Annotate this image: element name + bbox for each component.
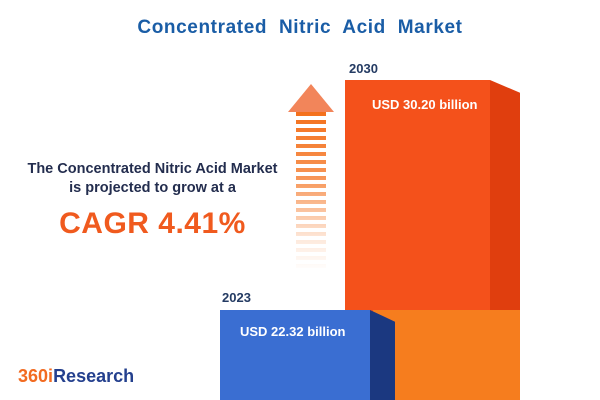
brand-logo: 360iResearch: [18, 366, 134, 387]
annotation-line1: The Concentrated Nitric Acid Market: [27, 161, 278, 177]
annotation-block: The Concentrated Nitric Acid Market is p…: [5, 160, 300, 241]
bar-2023-value-label: USD 22.32 billion: [240, 324, 346, 339]
bar-2030-value-label: USD 30.20 billion: [372, 97, 478, 112]
bar-2023-side-face: [370, 310, 395, 400]
bar-2023-year-label: 2023: [222, 290, 251, 305]
growth-arrow-icon: [288, 84, 334, 274]
chart-title: Concentrated Nitric Acid Market: [137, 17, 463, 38]
logo-suffix: Research: [53, 366, 135, 386]
bar-2030-year-label: 2030: [349, 61, 378, 76]
annotation-line2: is projected to grow at a: [69, 180, 236, 196]
growth-arrow-head: [288, 84, 334, 112]
logo-prefix: 360: [18, 366, 49, 386]
bar-2030-lower-shade: [373, 310, 520, 400]
cagr-value: CAGR 4.41%: [59, 207, 246, 240]
logo-middle: i: [48, 366, 54, 386]
bar-2023: [220, 310, 370, 400]
growth-arrow-fade: [296, 112, 326, 272]
